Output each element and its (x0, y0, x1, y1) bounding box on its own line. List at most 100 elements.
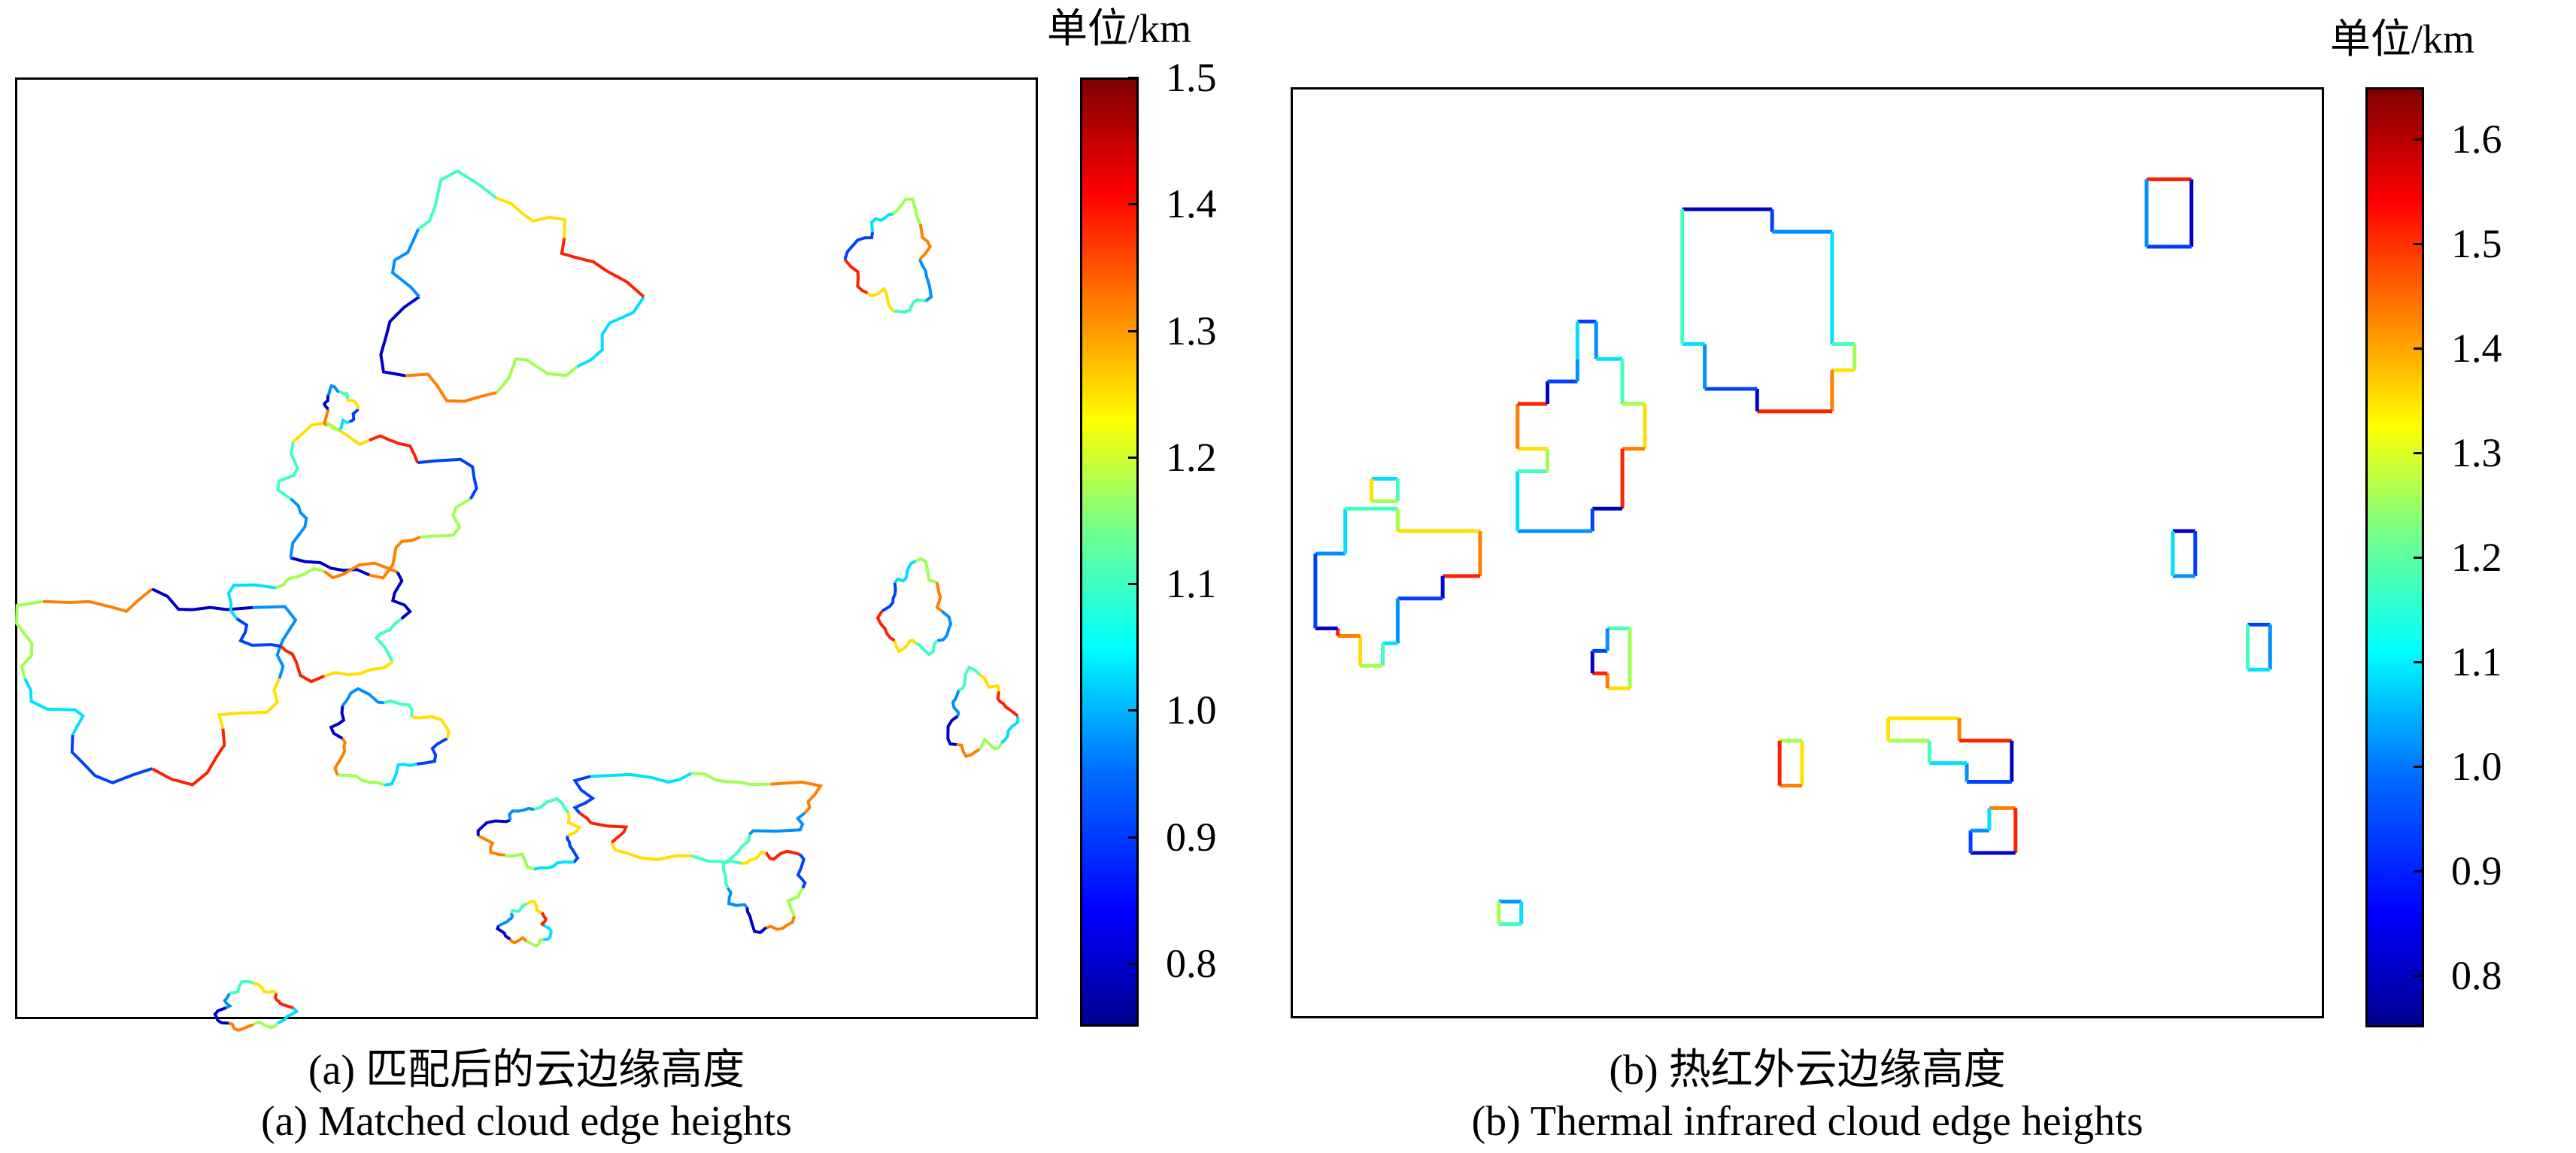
cloud-edge-segment (338, 417, 350, 431)
cloud-edge-segment (770, 780, 824, 815)
plot-area-a (14, 77, 1038, 1033)
caption-cn-b: (b) 热红外云边缘高度 (1609, 1047, 2006, 1094)
cloud-edge-segment (217, 678, 281, 730)
colorbar-tick-mark (1128, 962, 1139, 965)
cloud-edge-segment (235, 617, 281, 648)
colorbar-tick-label: 1.2 (2451, 535, 2502, 580)
colorbar-tick-mark (1128, 77, 1139, 79)
cloud-edge-segment (498, 912, 514, 927)
cloud-edge-segment (323, 561, 399, 580)
cloud-edge-segment (323, 660, 393, 678)
colorbar-tick-label: 1.5 (1166, 55, 1217, 100)
cloud-edge-segment (223, 992, 233, 1009)
cloud-edge-segment (323, 408, 330, 426)
cloud-edge-segment (292, 421, 370, 447)
colorbar-tick-label: 1.6 (2451, 117, 2502, 162)
cloud-edge-segment (894, 560, 917, 584)
cloud-edge-segment (915, 557, 938, 584)
colorbar-tick-label: 1.3 (1166, 308, 1217, 353)
cloud-edge-segment (213, 1006, 229, 1025)
cloud-edge-segment (843, 258, 869, 295)
cloud-edge-segment (533, 796, 570, 814)
cloud-edge-segment (277, 1006, 299, 1024)
cloud-edge-map-b (1313, 177, 2272, 927)
cloud-edge-segment (590, 772, 692, 784)
cloud-edge-segment (508, 806, 535, 821)
cloud-edge-segment (957, 665, 981, 692)
colorbar-a (1080, 77, 1139, 1027)
cloud-edge-segment (289, 497, 308, 559)
cloud-edge-segment (151, 587, 253, 611)
colorbar-tick-mark (1128, 836, 1139, 839)
cloud-edge-segment (322, 395, 330, 411)
colorbar-tick-mark (2414, 869, 2424, 872)
cloud-edge-segment (560, 238, 645, 299)
cloud-edge-segment (329, 705, 346, 740)
cloud-edge-segment (496, 196, 566, 238)
colorbar-tick-label: 0.8 (1166, 940, 1217, 986)
cloud-edge-segment (866, 286, 895, 313)
cloud-edge-segment (978, 737, 1003, 751)
cloud-edge-segment (290, 556, 370, 577)
cloud-edge-segment (411, 715, 451, 739)
cloud-edge-segment (566, 812, 582, 837)
colorbar-tick-mark (1128, 329, 1139, 332)
colorbar-tick-label: 1.0 (1166, 687, 1217, 733)
cloud-edge-segment (229, 979, 254, 995)
caption-en-b: (b) Thermal infrared cloud edge heights (1471, 1098, 2144, 1145)
colorbar-tick-mark (1128, 456, 1139, 459)
cloud-edge-segment (996, 691, 1019, 718)
cloud-edge-segment (690, 834, 751, 863)
colorbar-tick-label: 1.4 (1166, 181, 1217, 227)
cloud-edge-segment (276, 441, 299, 500)
plot-area-b (1291, 87, 2324, 1018)
cloud-edge-segment (348, 408, 360, 423)
cloud-edge-segment (405, 372, 497, 403)
cloud-edge-segment (346, 398, 360, 410)
cloud-edge-segment (341, 687, 384, 707)
colorbar-tick-mark (2414, 974, 2424, 977)
cloud-edge-segment (843, 232, 875, 260)
cloud-edge-segment (576, 296, 645, 369)
cloud-edge-segment (326, 384, 341, 396)
cloud-edge-segment (893, 639, 918, 654)
cloud-edge-segment (275, 566, 325, 590)
cloud-edge-segment (869, 212, 894, 233)
cloud-edge-segment (510, 903, 527, 914)
colorbar-tick-mark (2414, 660, 2424, 663)
colorbar-tick-mark (2414, 452, 2424, 455)
colorbar-tick-mark (2414, 243, 2424, 246)
colorbar-tick-label: 1.3 (2451, 430, 2502, 476)
cloud-edge-segment (374, 617, 403, 663)
colorbar-tick-label: 0.8 (2451, 952, 2502, 998)
cloud-edge-segment (936, 610, 953, 642)
colorbar-tick-label: 1.2 (1166, 434, 1217, 480)
cloud-edge-segment (935, 581, 943, 613)
cloud-edge-segment (1000, 715, 1020, 745)
colorbar-unit-a: 单位/km (1047, 6, 1192, 51)
cloud-edge-segment (252, 605, 298, 679)
colorbar-tick-label: 0.9 (1166, 814, 1217, 860)
colorbar-tick-mark (2414, 557, 2424, 559)
cloud-edge-segment (504, 852, 535, 871)
cloud-edge-segment (539, 912, 548, 927)
cloud-edge-segment (727, 887, 748, 909)
cloud-edge-segment (956, 742, 981, 759)
cloud-edge-segment (745, 906, 767, 935)
cloud-edge-segment (918, 223, 933, 261)
cloud-edge-segment (369, 434, 420, 463)
cloud-edge-segment (14, 599, 44, 679)
cloud-edge-segment (764, 849, 800, 861)
cloud-edge-segment (273, 993, 294, 1009)
cloud-edge-segment (23, 678, 85, 736)
cloud-edge-segment (417, 169, 498, 231)
caption-cn-a: (a) 匹配后的云边缘高度 (308, 1047, 745, 1094)
cloud-edge-segment (572, 775, 596, 815)
cloud-edge-segment (496, 924, 511, 941)
cloud-edge-segment (915, 639, 939, 657)
cloud-edge-segment (476, 818, 511, 836)
cloud-edge-segment (979, 673, 1001, 692)
cloud-edge-segment (326, 423, 340, 432)
cloud-edge-segment (721, 859, 742, 889)
cloud-edge-segment (280, 645, 325, 684)
